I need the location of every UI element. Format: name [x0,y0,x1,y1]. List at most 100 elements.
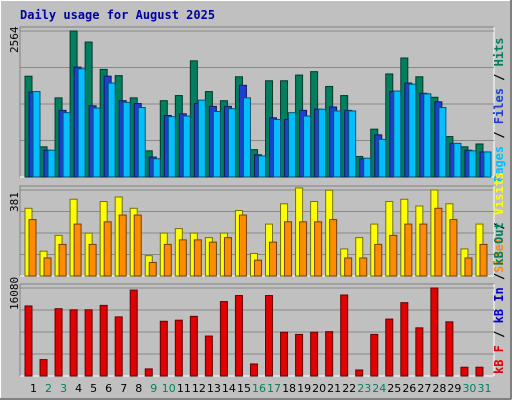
bar-sites-day-20 [314,221,323,277]
bar-kb-f-day-20 [310,331,319,377]
bar-pages-day-11 [182,115,191,178]
bar-pages-day-9 [152,158,161,178]
bar-pages-day-21 [333,110,342,178]
bar-pages-day-30 [468,150,477,178]
day-label: 27 [417,382,431,395]
bar-sites-day-26 [404,223,413,277]
panel-frame [19,283,495,377]
day-label: 15 [237,382,251,395]
panel-2: 16080 [8,277,495,377]
bar-kb-f-day-6 [99,304,108,377]
bar-pages-day-29 [453,142,462,178]
bar-pages-day-7 [122,101,131,178]
bar-sites-day-27 [419,223,428,277]
day-label: 12 [192,382,206,395]
legend-files: Files [492,88,506,124]
legend-sites: Sites [492,237,506,273]
day-label: 18 [282,382,296,395]
bar-sites-day-24 [374,243,383,277]
bar-kb-f-day-30 [460,366,469,377]
bar-kb-f-day-10 [159,320,168,377]
bar-pages-day-2 [47,149,56,178]
bar-pages-day-25 [393,90,402,178]
bar-pages-day-13 [212,111,221,178]
bar-pages-day-31 [483,151,492,178]
day-label: 5 [90,382,97,395]
day-label: 9 [150,382,157,395]
bar-kb-f-day-18 [280,331,289,377]
bar-kb-f-day-14 [219,301,228,377]
y-max-label: 16080 [8,277,21,310]
day-label: 11 [177,382,191,395]
bar-pages-day-20 [318,108,327,178]
bar-kb-f-day-22 [340,294,349,377]
bar-pages-day-12 [197,99,206,178]
bar-sites-day-19 [299,221,308,277]
bar-sites-day-17 [269,241,278,277]
day-label: 2 [45,382,52,395]
bar-kb-f-day-25 [385,318,394,377]
bar-kb-f-day-31 [475,366,484,377]
bar-sites-day-21 [329,219,338,277]
bar-pages-day-14 [227,108,236,178]
bar-pages-day-28 [438,107,447,178]
bar-pages-day-19 [303,115,312,178]
bar-sites-day-30 [464,257,473,277]
bar-sites-day-8 [133,214,142,277]
bar-sites-day-6 [103,221,112,277]
bar-sites-day-5 [88,243,97,277]
bar-sites-day-25 [389,234,398,277]
bar-kb-f-day-7 [114,316,123,377]
day-label: 4 [75,382,82,395]
bar-sites-day-14 [223,237,232,277]
bar-kb-f-day-19 [295,333,304,377]
bar-sites-day-10 [163,243,172,277]
legend-kb-f: kB F [492,345,506,374]
day-label: 8 [135,382,142,395]
bar-kb-f-day-4 [69,309,78,377]
bar-sites-day-22 [344,257,353,277]
day-label: 29 [447,382,461,395]
bar-sites-day-16 [253,259,262,277]
bar-kb-f-day-11 [174,319,183,377]
bar-kb-f-day-15 [234,295,243,377]
bar-pages-day-18 [288,112,297,178]
bar-kb-f-day-8 [129,289,138,377]
bar-pages-day-1 [32,91,41,178]
bar-pages-day-22 [348,110,357,178]
bar-kb-f-day-5 [84,309,93,377]
day-label: 19 [297,382,311,395]
bar-pages-day-24 [378,138,387,178]
legend-middle: Sites / Visits [492,172,506,273]
bar-kb-f-day-28 [430,287,439,377]
day-label: 31 [477,382,491,395]
bar-pages-day-10 [167,116,176,178]
day-label: 20 [312,382,326,395]
day-label: 10 [162,382,176,395]
bar-kb-f-day-26 [400,302,409,377]
bar-sites-day-2 [43,257,52,277]
bar-kb-f-day-13 [204,335,213,377]
day-label: 13 [207,382,221,395]
day-label: 25 [387,382,401,395]
chart-title: Daily usage for August 2025 [20,8,215,22]
bar-kb-f-day-17 [265,295,274,377]
bar-sites-day-12 [193,239,202,277]
bar-sites-day-28 [434,207,443,277]
day-label: 7 [120,382,127,395]
bar-kb-f-day-3 [54,308,63,377]
bar-pages-day-27 [423,93,432,178]
bar-sites-day-15 [238,214,247,277]
day-label: 1 [30,382,37,395]
bar-kb-f-day-23 [355,369,364,377]
day-label: 28 [432,382,446,395]
day-label: 24 [372,382,386,395]
day-label: 16 [252,382,266,395]
bar-kb-f-day-2 [39,359,48,377]
bar-sites-day-18 [284,221,293,277]
panel-1: 381 [8,185,495,277]
day-label: 3 [60,382,67,395]
y-max-label: 381 [8,192,21,212]
legend-top: Pages / Files / Hits [492,37,506,182]
bar-kb-f-day-24 [370,333,379,377]
